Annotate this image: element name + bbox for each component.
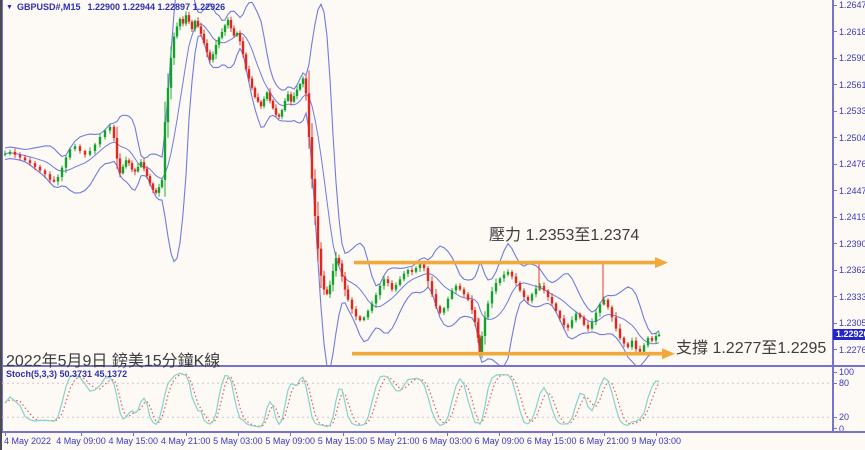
price-axis-tick — [834, 163, 837, 165]
time-axis-tick — [81, 433, 82, 436]
one-click-trading-icon[interactable]: ▼ — [6, 4, 13, 11]
price-axis-label: 1.23050 — [839, 318, 865, 328]
price-axis-label: 1.23620 — [839, 265, 865, 275]
price-axis-label: 1.24475 — [839, 185, 865, 196]
price-axis-tick — [834, 57, 837, 59]
chart-caption[interactable]: 2022年5月9日 鎊美15分鐘K線 — [6, 353, 221, 370]
chart-title: ▼ GBPUSD#,M15 1.22900 1.22944 1.22897 1.22… — [6, 2, 225, 12]
time-axis-tick — [290, 433, 292, 436]
price-axis-tick — [834, 349, 837, 350]
price-chart-canvas[interactable] — [2, 0, 832, 365]
time-axis-label: 6 May 15:00 — [526, 436, 577, 446]
time-axis-label: 5 May 15:00 — [317, 436, 368, 446]
time-axis-label: 4 May 2022 — [4, 436, 52, 446]
support-label[interactable]: 支撐 1.2277至1.2295 — [676, 340, 827, 357]
price-axis-tick — [834, 322, 837, 324]
price-axis-label: 1.26185 — [839, 26, 865, 37]
stoch-axis-tick — [834, 428, 837, 429]
time-axis-tick — [551, 433, 553, 436]
panel-splitter[interactable] — [2, 365, 865, 367]
time-axis-label: 4 May 15:00 — [108, 436, 159, 446]
time-axis-tick — [656, 433, 658, 436]
stoch-axis-label: 20 — [839, 412, 850, 423]
time-axis-label: 5 May 09:00 — [265, 436, 315, 446]
time-axis-tick — [447, 433, 449, 436]
bollinger-bands — [4, 0, 660, 365]
wick-test-lines — [478, 263, 604, 356]
time-axis-label: 9 May 03:00 — [631, 436, 682, 446]
time-axis[interactable]: 4 May 2022 4 May 09:00 4 May 15:00 4 May 21… — [2, 431, 865, 450]
stoch-main-line — [4, 372, 660, 428]
price-axis-tick — [834, 84, 837, 85]
price-axis-tick — [834, 110, 837, 112]
chart-left-frame — [2, 0, 3, 433]
time-axis-label: 6 May 21:00 — [579, 436, 629, 446]
chart-ohlc-values: 1.22900 1.22944 1.22897 1.22926 — [87, 2, 226, 12]
price-axis-label: 1.23905 — [839, 238, 865, 249]
time-axis-tick — [604, 433, 605, 436]
stoch-axis-tick — [834, 371, 837, 373]
price-axis-label: 1.25900 — [839, 53, 865, 63]
time-axis-line — [2, 431, 865, 433]
time-axis-tick — [394, 433, 396, 436]
price-axis-tick — [834, 31, 837, 32]
chart-symbol: GBPUSD#,M15 — [16, 2, 81, 12]
stoch-indicator-label: Stoch(5,3,3) 50.3731 45.1372 — [6, 369, 128, 379]
price-axis-label: 1.25330 — [839, 106, 865, 116]
price-axis-tick — [834, 296, 837, 297]
stoch-axis-label: 0 — [839, 423, 845, 434]
stoch-axis-label: 80 — [839, 378, 850, 389]
time-axis-tick — [185, 433, 187, 436]
resistance-arrow[interactable] — [354, 257, 668, 269]
time-axis-label: 4 May 09:00 — [56, 436, 106, 446]
candlesticks — [3, 11, 661, 359]
price-axis-label: 1.22765 — [839, 344, 865, 355]
price-axis-tick — [834, 243, 837, 244]
price-axis-label: 1.24760 — [839, 159, 865, 169]
time-axis-tick — [133, 433, 135, 436]
price-axis-tick — [834, 269, 837, 271]
stoch-panel-canvas[interactable] — [2, 368, 832, 431]
stoch-axis-label: 100 — [839, 367, 855, 377]
time-axis-tick — [342, 433, 344, 436]
time-axis-label: 5 May 21:00 — [370, 436, 420, 446]
time-axis-tick — [5, 433, 6, 436]
price-axis-line — [832, 0, 834, 433]
stoch-axis-tick — [834, 416, 837, 418]
price-axis-label: 1.25615 — [839, 79, 865, 90]
price-axis-tick — [834, 190, 837, 191]
price-axis-label: 1.24190 — [839, 212, 865, 222]
support-arrow[interactable] — [352, 348, 675, 360]
resistance-label[interactable]: 壓力 1.2353至1.2374 — [489, 227, 640, 244]
time-axis-label: 6 May 09:00 — [474, 436, 525, 446]
price-axis-tick — [834, 216, 837, 218]
current-price-tag: 1.22926 — [833, 329, 865, 340]
price-axis-tick — [834, 137, 837, 138]
time-axis-label: 5 May 03:00 — [213, 436, 263, 446]
price-axis-label: 1.26470 — [839, 0, 865, 10]
price-axis-label: 1.23335 — [839, 291, 865, 302]
stoch-level-lines — [2, 382, 832, 418]
time-axis-tick — [237, 433, 239, 436]
price-axis[interactable]: 1.26470 1.26185 1.25900 1.25615 1.25330 1.250… — [832, 0, 865, 434]
time-axis-label: 6 May 03:00 — [422, 436, 472, 446]
price-axis-label: 1.25045 — [839, 132, 865, 143]
stoch-axis-tick — [834, 382, 837, 384]
time-axis-label: 4 May 21:00 — [160, 436, 211, 446]
price-axis-tick — [834, 4, 837, 6]
time-axis-tick — [499, 433, 501, 436]
